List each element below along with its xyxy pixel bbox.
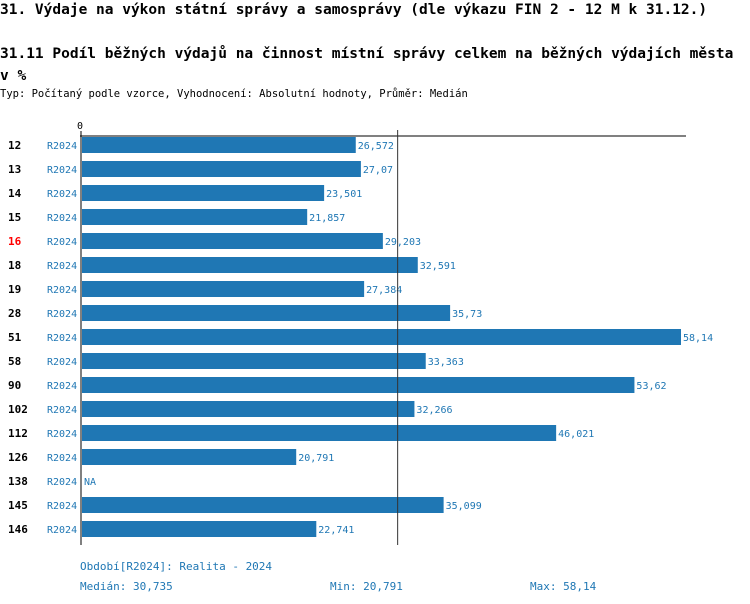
bar [82,425,557,441]
bar [82,209,308,225]
series-label: R2024 [47,213,77,224]
value-label: 33,363 [428,357,464,368]
page-title: 31. Výdaje na výkon státní správy a samo… [0,2,708,18]
series-label: R2024 [47,525,77,536]
value-label: 53,62 [636,381,666,392]
value-label: 23,501 [326,189,362,200]
footer-min: Min: 20,791 [330,580,403,593]
bar [82,497,444,513]
category-label: 138 [8,475,28,488]
bar [82,329,681,345]
series-label: R2024 [47,333,77,344]
value-label: 20,791 [298,453,334,464]
value-label: 21,857 [309,213,345,224]
bar [82,401,415,417]
bar [82,161,361,177]
footer-median: Medián: 30,735 [80,580,173,593]
category-label: 51 [8,331,22,344]
series-label: R2024 [47,405,77,416]
value-label: NA [84,477,96,488]
series-label: R2024 [47,453,77,464]
bar [82,281,365,297]
category-label: 14 [8,187,22,200]
footer-max: Max: 58,14 [530,580,597,593]
series-label: R2024 [47,141,77,152]
footer-period: Období[R2024]: Realita - 2024 [80,560,273,573]
bar [82,377,635,393]
category-label: 102 [8,403,28,416]
category-label: 126 [8,451,28,464]
series-label: R2024 [47,237,77,248]
value-label: 22,741 [318,525,354,536]
bar [82,137,356,153]
series-label: R2024 [47,189,77,200]
bar [82,257,418,273]
bar [82,449,297,465]
bar [82,353,426,369]
value-label: 35,099 [446,501,482,512]
category-label: 18 [8,259,21,272]
category-label: 90 [8,379,21,392]
axis-zero-label: 0 [77,121,83,132]
series-label: R2024 [47,429,77,440]
series-label: R2024 [47,285,77,296]
value-label: 32,266 [416,405,452,416]
category-label: 16 [8,235,22,248]
series-label: R2024 [47,261,77,272]
value-label: 35,73 [452,309,482,320]
series-label: R2024 [47,357,77,368]
value-label: 27,384 [366,285,402,296]
chart-title: 31.11 Podíl běžných výdajů na činnost mí… [0,46,734,84]
value-label: 46,021 [558,429,594,440]
bar [82,521,317,537]
category-label: 15 [8,211,21,224]
category-label: 145 [8,499,28,512]
category-label: 146 [8,523,28,536]
series-label: R2024 [47,501,77,512]
bar [82,233,383,249]
value-label: 32,591 [420,261,456,272]
chart-info: Typ: Počítaný podle vzorce, Vyhodnocení:… [0,88,468,100]
bar [82,185,325,201]
category-label: 12 [8,139,21,152]
series-label: R2024 [47,165,77,176]
value-label: 26,572 [358,141,394,152]
bar [82,305,451,321]
value-label: 27,07 [363,165,393,176]
category-label: 13 [8,163,21,176]
category-label: 112 [8,427,28,440]
value-label: 29,203 [385,237,421,248]
category-label: 58 [8,355,21,368]
category-label: 28 [8,307,21,320]
series-label: R2024 [47,477,77,488]
category-label: 19 [8,283,21,296]
series-label: R2024 [47,381,77,392]
value-label: 58,14 [683,333,713,344]
series-label: R2024 [47,309,77,320]
